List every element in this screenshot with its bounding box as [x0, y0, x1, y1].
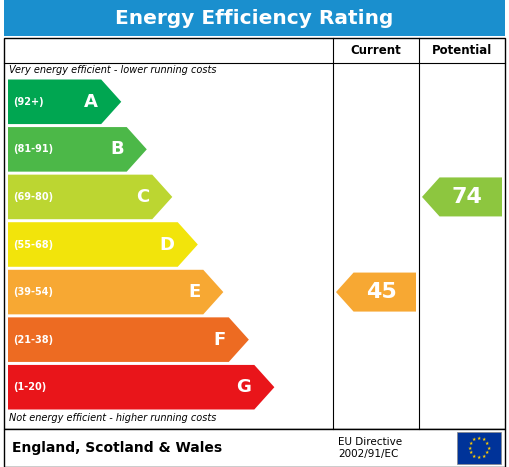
Polygon shape [8, 79, 121, 124]
Text: Potential: Potential [432, 44, 492, 57]
Text: ★: ★ [468, 441, 473, 446]
Bar [4, 38, 505, 429]
Text: A: A [84, 93, 98, 111]
Text: (92+): (92+) [13, 97, 44, 107]
Text: C: C [136, 188, 149, 206]
Polygon shape [336, 273, 416, 311]
Text: (55-68): (55-68) [13, 240, 53, 249]
Text: Very energy efficient - lower running costs: Very energy efficient - lower running co… [9, 65, 216, 75]
Text: ★: ★ [487, 446, 491, 451]
Text: ★: ★ [485, 441, 490, 446]
Polygon shape [8, 222, 198, 267]
Text: 45: 45 [366, 282, 397, 302]
Text: ★: ★ [467, 446, 471, 451]
Text: (21-38): (21-38) [13, 335, 53, 345]
Text: F: F [214, 331, 226, 349]
Bar [457, 432, 501, 464]
Polygon shape [8, 270, 223, 314]
Polygon shape [8, 127, 147, 172]
Text: ★: ★ [482, 437, 486, 442]
Bar [4, 0, 505, 36]
Text: E: E [188, 283, 200, 301]
Text: Energy Efficiency Rating: Energy Efficiency Rating [116, 8, 393, 28]
Text: ★: ★ [472, 454, 476, 459]
Text: Not energy efficient - higher running costs: Not energy efficient - higher running co… [9, 413, 216, 423]
Text: EU Directive
2002/91/EC: EU Directive 2002/91/EC [338, 437, 402, 459]
Text: (39-54): (39-54) [13, 287, 53, 297]
Polygon shape [8, 318, 249, 362]
Text: ★: ★ [468, 450, 473, 455]
Text: ★: ★ [477, 455, 481, 460]
Text: ★: ★ [482, 454, 486, 459]
Text: 74: 74 [452, 187, 483, 207]
Text: (69-80): (69-80) [13, 192, 53, 202]
Bar [4, 429, 505, 467]
Text: D: D [160, 235, 175, 254]
Polygon shape [8, 175, 172, 219]
Text: Current: Current [351, 44, 402, 57]
Text: ★: ★ [472, 437, 476, 442]
Polygon shape [422, 177, 502, 216]
Text: (1-20): (1-20) [13, 382, 46, 392]
Text: England, Scotland & Wales: England, Scotland & Wales [12, 441, 222, 455]
Text: (81-91): (81-91) [13, 144, 53, 155]
Text: ★: ★ [485, 450, 490, 455]
Text: B: B [110, 141, 124, 158]
Text: ★: ★ [477, 436, 481, 441]
Polygon shape [8, 365, 274, 410]
Text: G: G [237, 378, 251, 396]
